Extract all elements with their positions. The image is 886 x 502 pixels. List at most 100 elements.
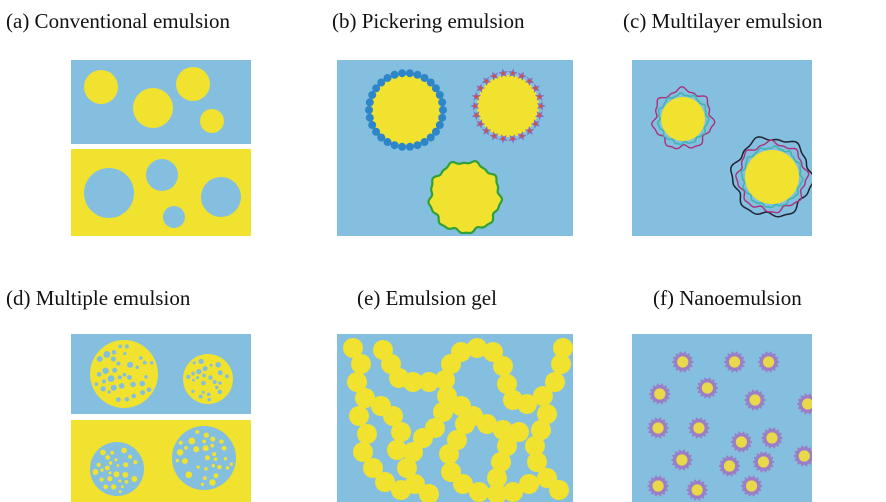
inner-water-droplet [198, 358, 204, 365]
gel-droplet [363, 458, 383, 478]
inner-oil-droplet [213, 473, 219, 479]
inner-oil-droplet [111, 484, 117, 490]
nano-droplet [696, 377, 719, 399]
gel-droplet [497, 436, 517, 456]
inner-oil-droplet [107, 476, 113, 482]
gel-droplet [519, 474, 539, 494]
gel-droplet [549, 480, 569, 500]
oil-droplet [133, 88, 173, 128]
inner-oil-droplet [212, 452, 217, 457]
gel-droplet [435, 370, 455, 390]
gel-droplet [487, 484, 507, 502]
solid-particle [383, 73, 392, 82]
green-particle-shell [427, 159, 504, 235]
oil-droplet [176, 67, 210, 101]
three-layer-droplet [730, 136, 812, 218]
inner-oil-droplet [221, 445, 227, 451]
gel-droplet [553, 338, 573, 358]
inner-water-droplet [192, 361, 196, 365]
inner-water-droplet [207, 397, 211, 402]
nano-droplet [761, 427, 783, 449]
solid-particle [420, 73, 429, 82]
oil-globule [183, 354, 233, 404]
solid-particle [438, 113, 447, 122]
inner-polymer-layer [656, 92, 711, 146]
gel-droplet [509, 422, 529, 442]
inner-oil-droplet [113, 471, 120, 478]
inner-oil-droplet [210, 443, 215, 448]
solid-particle [372, 84, 381, 93]
star-particle [524, 125, 535, 136]
inner-water-droplet [144, 375, 148, 379]
inner-oil-droplet [124, 480, 129, 484]
inner-water-droplet [191, 371, 195, 376]
solid-particle [435, 121, 444, 130]
inner-water-droplet [146, 387, 152, 393]
inner-oil-droplet [116, 464, 120, 467]
solid-particle [426, 78, 435, 87]
gel-droplet [491, 452, 511, 472]
panel-f-label: (f) Nanoemulsion [653, 286, 802, 310]
star-particle [481, 125, 492, 136]
nano-droplet [649, 383, 671, 405]
gel-droplet [493, 356, 513, 376]
inner-water-droplet [139, 380, 146, 387]
inner-water-droplet [208, 375, 213, 380]
nano-droplet [671, 449, 693, 471]
gel-droplet [413, 428, 433, 448]
solid-particle [405, 69, 414, 78]
solid-particle [377, 78, 386, 87]
star-particle [517, 131, 527, 141]
inner-oil-droplet [196, 465, 200, 469]
gel-droplet [405, 474, 425, 494]
inner-oil-droplet [114, 458, 118, 462]
panel-a-label: (a) Conventional emulsion [6, 9, 230, 33]
inner-water-droplet [191, 389, 195, 393]
nano-droplet [797, 393, 812, 415]
inner-water-droplet [127, 361, 134, 368]
panel-c-label: (c) Multilayer emulsion [623, 9, 823, 33]
inner-water-droplet [122, 372, 127, 377]
inner-oil-droplet [176, 449, 184, 456]
gel-droplet [391, 422, 411, 442]
inner-water-droplet [118, 344, 123, 349]
oil-droplet [661, 97, 705, 141]
gel-droplet [551, 354, 571, 374]
gel-droplet [419, 372, 439, 392]
inner-water-droplet [139, 356, 143, 360]
gel-droplet [437, 386, 457, 406]
water-globule [90, 442, 144, 496]
inner-water-droplet [116, 397, 121, 402]
solid-particle [365, 98, 374, 107]
solid-particle [383, 138, 392, 147]
inner-oil-droplet [121, 447, 127, 454]
inner-water-droplet [215, 385, 219, 390]
inner-water-droplet [150, 361, 154, 365]
gel-droplet [355, 388, 375, 408]
inner-water-droplet [215, 361, 221, 368]
oil-droplet [477, 75, 539, 137]
water-background [632, 334, 812, 502]
inner-oil-droplet [204, 467, 208, 471]
panel-e-label: (e) Emulsion gel [357, 286, 497, 310]
gel-droplet [451, 342, 471, 362]
inner-water-droplet [107, 375, 115, 382]
gel-droplet [375, 472, 395, 492]
gel-droplet [349, 406, 369, 426]
solid-particle-ring [365, 69, 447, 151]
inner-water-droplet [186, 374, 191, 379]
water-droplets [84, 159, 241, 228]
solid-particle [390, 141, 399, 150]
solid-particle [365, 113, 374, 122]
inner-oil-droplet [120, 485, 124, 489]
gel-droplet [467, 338, 487, 358]
star-particle [498, 134, 508, 144]
nano-droplets [647, 351, 812, 501]
inner-oil-droplet [110, 450, 115, 455]
outer-polymer-layer [651, 86, 716, 150]
star-particle [476, 83, 486, 93]
inner-oil-droplet [210, 436, 216, 442]
inner-water-droplet [116, 361, 121, 366]
inner-water-droplet [192, 378, 195, 382]
multiple-emulsion-diagram [71, 334, 251, 502]
